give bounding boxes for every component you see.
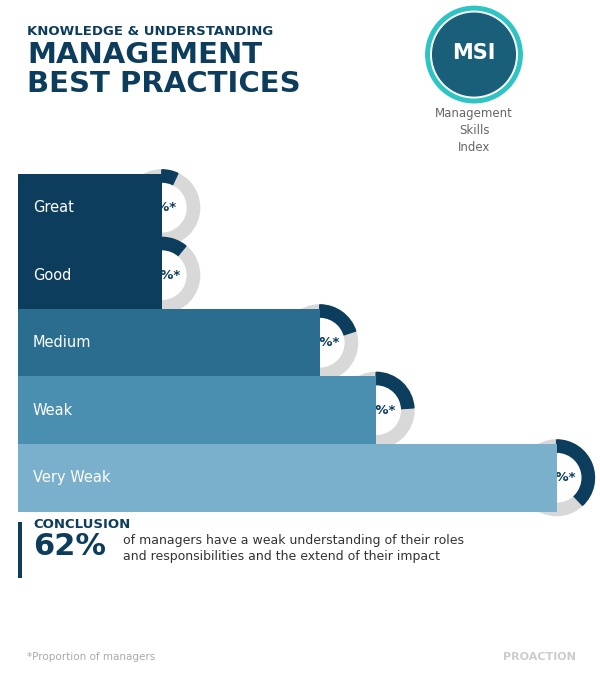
Text: of managers have a weak understanding of their roles: of managers have a weak understanding of… (123, 534, 464, 547)
Text: KNOWLEDGE & UNDERSTANDING: KNOWLEDGE & UNDERSTANDING (27, 25, 273, 38)
Text: Very Weak: Very Weak (33, 471, 110, 485)
Text: 7%*: 7%* (147, 201, 176, 214)
Circle shape (431, 12, 517, 98)
Text: Management
Skills
Index: Management Skills Index (435, 107, 513, 154)
Text: Weak: Weak (33, 403, 73, 417)
Text: BEST PRACTICES: BEST PRACTICES (27, 70, 301, 98)
Circle shape (532, 454, 581, 502)
Text: MANAGEMENT: MANAGEMENT (27, 41, 262, 69)
Wedge shape (320, 305, 356, 343)
Circle shape (426, 6, 522, 103)
Wedge shape (162, 170, 178, 207)
Text: Great: Great (33, 201, 74, 215)
Circle shape (282, 305, 358, 381)
Circle shape (519, 440, 595, 516)
Text: 38%*: 38%* (538, 471, 576, 484)
Circle shape (124, 237, 200, 313)
Text: 62%: 62% (33, 532, 106, 561)
Text: Good: Good (33, 268, 71, 282)
Wedge shape (557, 440, 595, 505)
Circle shape (296, 318, 344, 367)
Wedge shape (162, 237, 186, 275)
Text: *Proportion of managers: *Proportion of managers (27, 651, 155, 662)
Text: MSI: MSI (452, 42, 496, 63)
Circle shape (124, 170, 200, 246)
Circle shape (338, 372, 414, 448)
Text: 20%*: 20%* (301, 336, 339, 349)
Circle shape (137, 183, 186, 232)
Circle shape (433, 13, 515, 96)
Text: 24%*: 24%* (357, 404, 395, 417)
Wedge shape (376, 372, 414, 411)
Text: Medium: Medium (33, 336, 91, 350)
Circle shape (352, 386, 400, 434)
Text: PROACTION: PROACTION (503, 651, 576, 662)
Text: 11%*: 11%* (143, 269, 181, 282)
Text: CONCLUSION: CONCLUSION (33, 518, 130, 531)
Text: and responsibilities and the extend of their impact: and responsibilities and the extend of t… (123, 550, 440, 563)
Circle shape (137, 251, 186, 299)
